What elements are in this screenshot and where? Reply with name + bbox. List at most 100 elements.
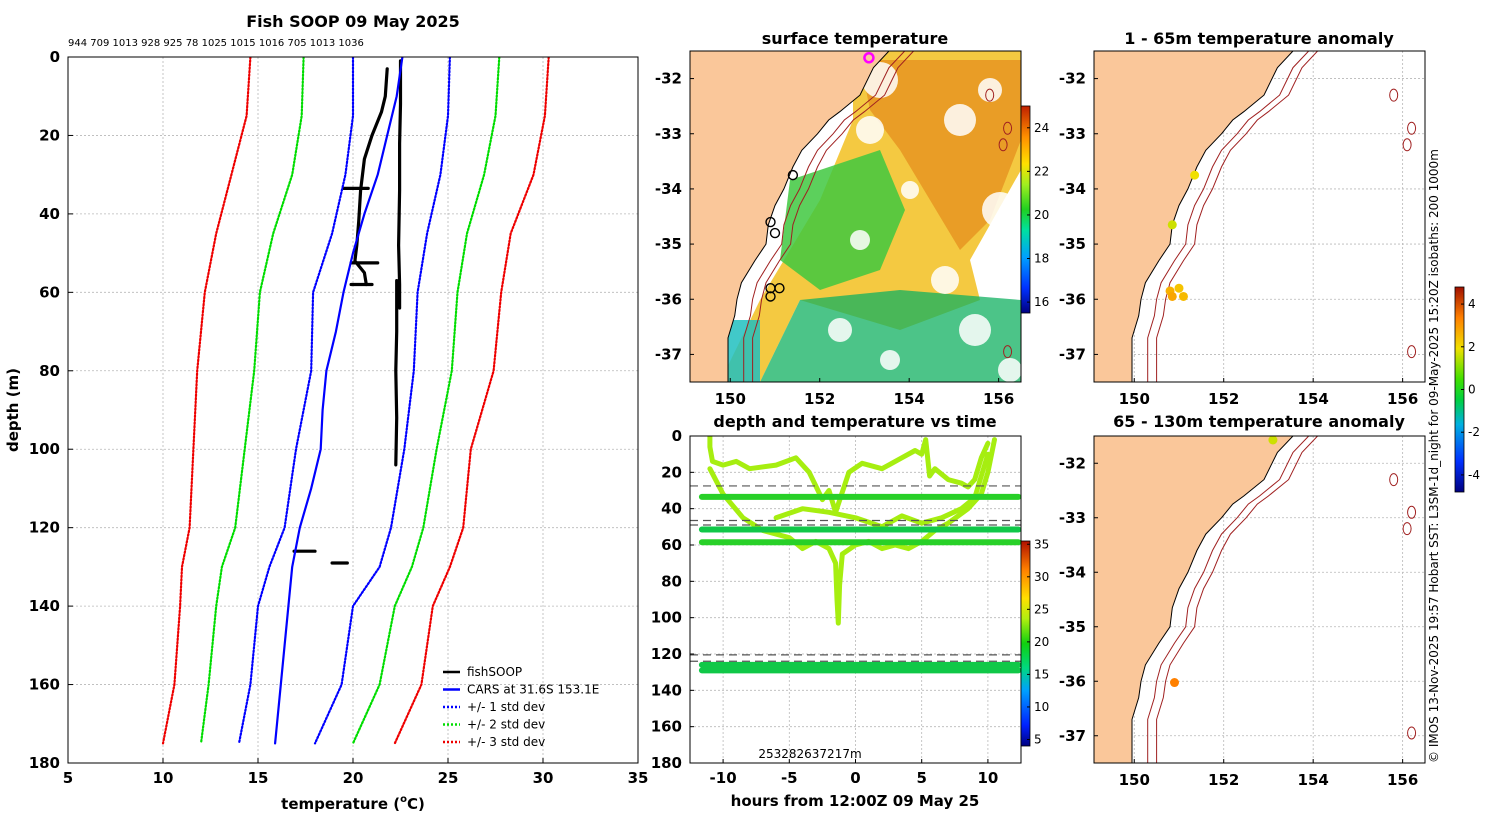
anomaly-shallow-points (1165, 170, 1200, 301)
time-xtick-label: 5 (916, 769, 926, 787)
map-ytick-label: -34 (1059, 180, 1086, 198)
station-marker (787, 169, 799, 181)
map-xtick-label: 150 (1119, 771, 1150, 789)
profile-title: Fish SOOP 09 May 2025 (246, 12, 460, 31)
anomaly-shallow-ticks: 150 152 154 156 -32 -33 -34 -35 -36 -37 (1059, 70, 1418, 408)
anomaly-point (1178, 291, 1188, 301)
sst-coastal-cold (720, 320, 760, 382)
profile-series-line (394, 279, 399, 467)
map-xtick-label: 156 (1387, 390, 1418, 408)
colorbar-tick-label: 35 (1034, 537, 1049, 551)
anomaly-deep-isobath-200m (1147, 436, 1310, 763)
anomaly-shallow-map (1094, 51, 1417, 382)
station-marker (774, 283, 785, 294)
profile-subtitle-ids: 944 709 1013 928 925 78 1025 1015 1016 7… (68, 38, 364, 49)
sst-stations (765, 52, 875, 302)
sst-eddy (780, 150, 905, 290)
map-ytick-label: -33 (1059, 125, 1086, 143)
colorbar-tick-label: 4 (1468, 297, 1476, 311)
map-ytick-label: -35 (1059, 235, 1086, 253)
profile-ytick-label: 180 (29, 754, 60, 772)
time-ytick-label: 80 (661, 572, 682, 590)
station-marker (765, 291, 776, 302)
reef-isobath (1402, 138, 1412, 152)
time-xtick-label: 0 (850, 769, 860, 787)
reef-isobath (985, 88, 995, 102)
cloud-gap (944, 104, 976, 136)
profile-xtick-label: 30 (533, 769, 554, 787)
colorbar-tick-label: -4 (1468, 468, 1480, 482)
cloud-gap (998, 358, 1021, 382)
profile-ytick-label: 40 (39, 205, 60, 223)
cloud-gap (856, 116, 884, 144)
time-ytick-label: 180 (651, 754, 682, 772)
profile-grid (68, 57, 638, 763)
time-data (690, 436, 1021, 674)
legend-label: +/- 2 std dev (467, 718, 545, 732)
time-ytick-label: 120 (651, 645, 682, 663)
profile-xtick-label: 25 (438, 769, 459, 787)
legend-label: CARS at 31.6S 153.1E (467, 683, 599, 697)
map-ytick-label: -33 (1059, 509, 1086, 527)
profile-ytick-label: 0 (50, 48, 60, 66)
map-xtick-label: 152 (1208, 390, 1239, 408)
anomaly-deep-axes-box (1093, 435, 1426, 764)
time-ytick-label: 0 (672, 427, 682, 445)
time-ytick-label: 40 (661, 500, 682, 518)
map-ytick-label: -36 (1059, 290, 1086, 308)
time-title: depth and temperature vs time (713, 412, 996, 431)
reef-isobath (1003, 345, 1013, 359)
time-xtick-label: 10 (977, 769, 998, 787)
map-xtick-label: 150 (715, 390, 746, 408)
profile-xtick-label: 20 (343, 769, 364, 787)
cloud-gap (931, 266, 959, 294)
reef-isobath (1003, 121, 1013, 135)
profile-series-line (393, 57, 550, 745)
map-xtick-label: 154 (1298, 771, 1329, 789)
reef-isobath (1407, 505, 1417, 519)
map-ytick-label: -32 (1059, 70, 1086, 88)
vessel-marker (863, 52, 875, 64)
sst-panel: surface temperature 150 152 154 156 -32 -33 -3… (655, 29, 1049, 408)
map-ytick-label: -35 (655, 235, 682, 253)
anomaly-point (1190, 170, 1200, 180)
time-colorbar (1020, 540, 1031, 747)
profile-ticks: 5 10 15 20 25 30 35 0 20 40 60 80 100 120 140 160 180 (29, 48, 649, 787)
sst-colorbar-ticks: 24 22 20 18 16 (1027, 121, 1049, 309)
profile-series-line (353, 67, 389, 287)
anomaly-shallow-islands (1389, 88, 1417, 359)
profile-panel: Fish SOOP 09 May 2025 944 709 1013 928 9… (4, 12, 648, 813)
cloud-gap (982, 192, 1018, 228)
anomaly-point (1167, 291, 1177, 301)
sst-colorbar (1020, 105, 1031, 314)
map-ytick-label: -32 (655, 70, 682, 88)
time-xtick-label: -5 (781, 769, 798, 787)
anomaly-point (1268, 436, 1278, 445)
profile-series-line (237, 57, 355, 745)
profile-xtick-label: 10 (153, 769, 174, 787)
cloud-gap (901, 181, 919, 199)
reef-isobath (1407, 121, 1417, 135)
profile-series-line (397, 59, 403, 310)
map-xtick-label: 152 (804, 390, 835, 408)
sst-isobath-200m (743, 51, 906, 382)
legend-label: +/- 3 std dev (467, 735, 545, 749)
reef-isobath (1407, 345, 1417, 359)
map-xtick-label: 156 (1387, 771, 1418, 789)
anomaly-deep-title: 65 - 130m temperature anomaly (1113, 412, 1405, 431)
sst-south-cool (760, 290, 1021, 382)
time-trace (707, 437, 997, 626)
legend-label: fishSOOP (467, 665, 522, 679)
reef-isobath (998, 138, 1008, 152)
anomaly-shallow-panel: 1 - 65m temperature anomaly 150 152 154 156… (1059, 29, 1426, 408)
map-ytick-label: -37 (655, 345, 682, 363)
station-marker (769, 227, 781, 239)
anomaly-point (1167, 220, 1177, 230)
profile-xlabel-end: C) (407, 795, 425, 813)
profile-ytick-label: 100 (29, 440, 60, 458)
profile-xlabel: temperature (oC) (281, 794, 425, 813)
profile-lines (161, 57, 550, 745)
profile-ytick-label: 20 (39, 126, 60, 144)
sst-title: surface temperature (762, 29, 949, 48)
